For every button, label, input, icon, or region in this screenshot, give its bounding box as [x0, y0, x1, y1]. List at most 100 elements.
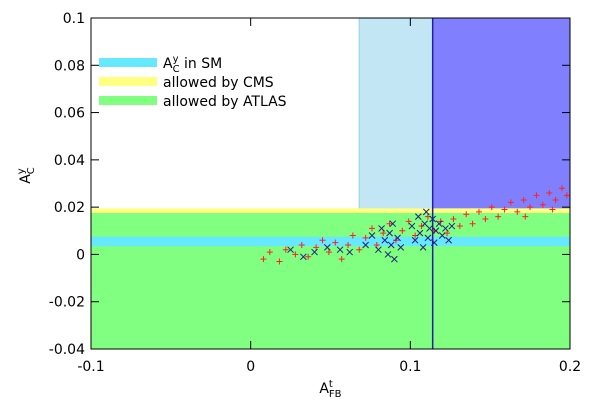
y-tick-label: 0.02	[54, 200, 85, 216]
point	[391, 255, 398, 263]
point	[292, 251, 299, 258]
point	[300, 253, 307, 261]
point	[282, 246, 289, 253]
point	[386, 229, 393, 237]
legend-swatch	[99, 96, 157, 105]
point	[445, 236, 453, 244]
point	[418, 223, 425, 230]
point	[549, 206, 556, 213]
point	[422, 208, 430, 216]
y-axis-label-base: A	[18, 174, 34, 184]
band	[91, 236, 570, 247]
legend-swatch	[99, 77, 157, 86]
point	[450, 215, 457, 222]
point	[563, 192, 570, 199]
point	[380, 230, 387, 237]
point	[356, 246, 363, 253]
point	[514, 208, 521, 215]
y-tick-label: 0	[76, 247, 85, 263]
plot-frame	[90, 17, 571, 350]
point	[414, 213, 422, 220]
point	[469, 220, 476, 227]
point	[375, 246, 382, 254]
point	[432, 227, 440, 235]
point	[260, 256, 267, 263]
point	[298, 241, 305, 248]
legend-label-sup: y	[173, 54, 179, 65]
y-tick-label: -0.02	[49, 295, 85, 311]
point	[527, 204, 534, 211]
point	[397, 243, 405, 251]
y-axis-label: Ay C	[16, 167, 37, 184]
point	[424, 234, 432, 242]
legend-label-base: A	[163, 56, 173, 72]
legend-label: allowed by CMS	[163, 75, 274, 91]
point	[311, 248, 318, 256]
legend-label-text: in SM	[180, 56, 223, 72]
point	[305, 253, 312, 260]
band	[91, 213, 570, 349]
legend-label-text: allowed by CMS	[163, 75, 274, 91]
point	[399, 227, 406, 234]
legend-swatch	[99, 58, 157, 67]
point	[435, 220, 443, 228]
x-tick-label: 0	[246, 359, 255, 375]
point	[386, 220, 393, 227]
point	[552, 197, 559, 204]
y-tick-label: 0.06	[54, 106, 85, 122]
point	[456, 223, 463, 230]
x-axis-label-sup: t	[329, 379, 333, 390]
x-tick-label: 0.2	[559, 359, 581, 375]
x-axis-label-sub: FB	[329, 389, 342, 400]
point	[475, 208, 482, 215]
point	[368, 232, 376, 239]
point	[442, 225, 449, 232]
legend-label: allowed by ATLAS	[163, 94, 287, 110]
x-tick-label: -0.1	[77, 359, 104, 375]
point	[416, 229, 424, 237]
point	[411, 236, 419, 244]
point	[495, 213, 502, 220]
legend-label-sub: C	[173, 64, 180, 75]
point	[539, 201, 546, 208]
point	[463, 211, 470, 218]
point	[430, 239, 438, 246]
point	[325, 249, 332, 256]
point	[507, 199, 514, 206]
point	[419, 243, 427, 251]
point	[429, 215, 437, 223]
point	[319, 237, 326, 244]
point	[559, 185, 566, 192]
point	[438, 232, 446, 239]
point	[408, 222, 416, 230]
point	[482, 215, 489, 222]
point	[369, 225, 376, 232]
point	[345, 241, 352, 248]
point	[394, 234, 401, 242]
point	[533, 192, 540, 199]
point	[362, 241, 369, 249]
point	[323, 243, 331, 251]
point	[287, 246, 294, 254]
point	[378, 225, 385, 232]
point	[488, 204, 495, 211]
y-tick-label: 0.08	[54, 58, 85, 74]
y-axis-label-sub: C	[26, 167, 37, 174]
y-tick-label: 0.04	[54, 153, 85, 169]
y-axis-label-sup: y	[16, 168, 27, 174]
y-tick-label: 0.1	[63, 11, 85, 27]
point	[520, 197, 527, 204]
point	[332, 239, 339, 246]
point	[346, 248, 354, 256]
point	[313, 244, 320, 251]
point	[522, 213, 529, 220]
point	[426, 225, 433, 232]
point	[373, 241, 380, 248]
point	[448, 222, 456, 230]
point	[381, 236, 389, 244]
point	[336, 246, 344, 254]
x-axis-label-base: A	[319, 381, 329, 397]
